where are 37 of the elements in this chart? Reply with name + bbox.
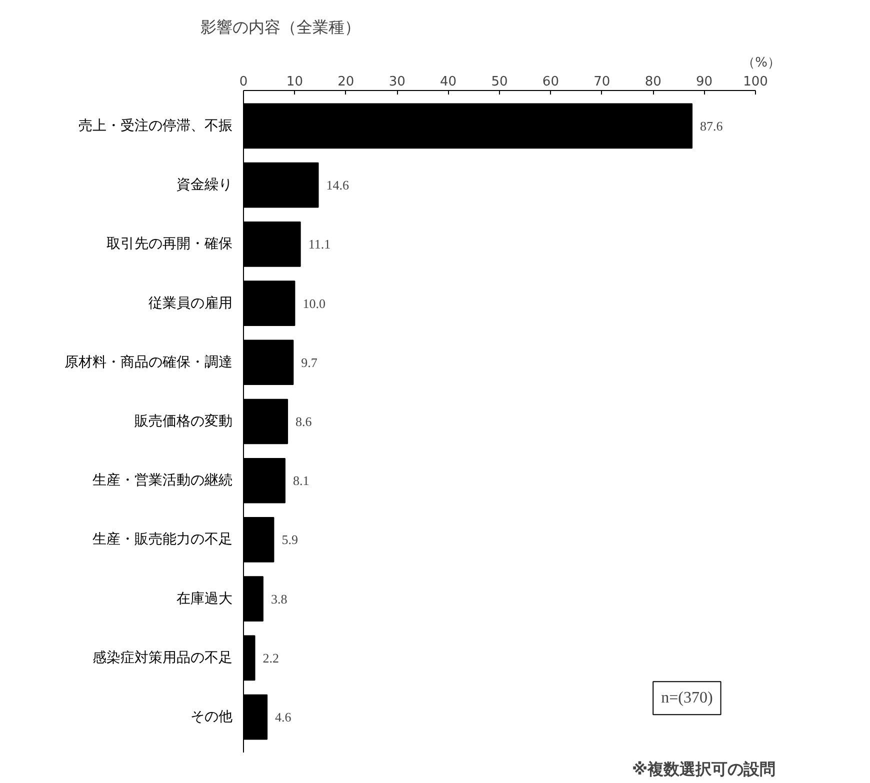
x-tick-label: 20 (338, 74, 354, 90)
x-tick-label: 70 (594, 74, 610, 90)
data-label: 8.1 (292, 473, 310, 488)
data-label: 5.9 (282, 532, 298, 548)
x-axis-title: （%） (742, 56, 781, 70)
x-tick-label: 40 (440, 74, 457, 90)
data-label: 9.7 (301, 354, 318, 370)
x-tick-label: 80 (644, 74, 662, 90)
data-label: 11.1 (308, 236, 331, 252)
x-tick-label: 100 (743, 74, 768, 90)
annotation: n=(370) (661, 690, 713, 707)
x-tick-label: 30 (388, 74, 406, 90)
y-tick-label: 生産・販売能力の不足 (92, 532, 232, 548)
y-tick-label: その他 (190, 709, 232, 726)
y-tick-label: 従業員の雇用 (148, 295, 232, 312)
y-tick-label: 感染症対策用品の不足 (92, 650, 232, 666)
y-tick-label: 在庫過大 (176, 590, 232, 607)
chart-title: 影響の内容（全業種） (200, 18, 360, 36)
y-tick-label: 生産・営業活動の継続 (92, 472, 232, 489)
data-label: 3.8 (270, 591, 288, 606)
data-label: 10.0 (302, 296, 326, 311)
data-label: 8.6 (296, 414, 312, 429)
text: ※複数選択可の設問 (632, 760, 776, 778)
y-tick-label: 売上・受注の停滞、不振 (78, 118, 232, 134)
data-label: 87.6 (700, 118, 724, 134)
x-tick-label: 0 (239, 74, 248, 90)
y-tick-label: 取引先の再開・確保 (106, 236, 232, 252)
data-label: 4.6 (275, 710, 292, 725)
y-tick-label: 販売価格の変動 (134, 414, 232, 430)
data-label: 14.6 (326, 178, 350, 193)
x-tick-label: 90 (696, 74, 713, 90)
x-tick-label: 50 (491, 74, 508, 90)
data-label: 2.2 (262, 650, 280, 666)
x-tick-label: 60 (542, 74, 559, 90)
y-tick-label: 原材料・商品の確保・調達 (64, 354, 232, 370)
y-tick-label: 資金繰り (176, 177, 232, 194)
x-tick-label: 10 (286, 74, 303, 90)
